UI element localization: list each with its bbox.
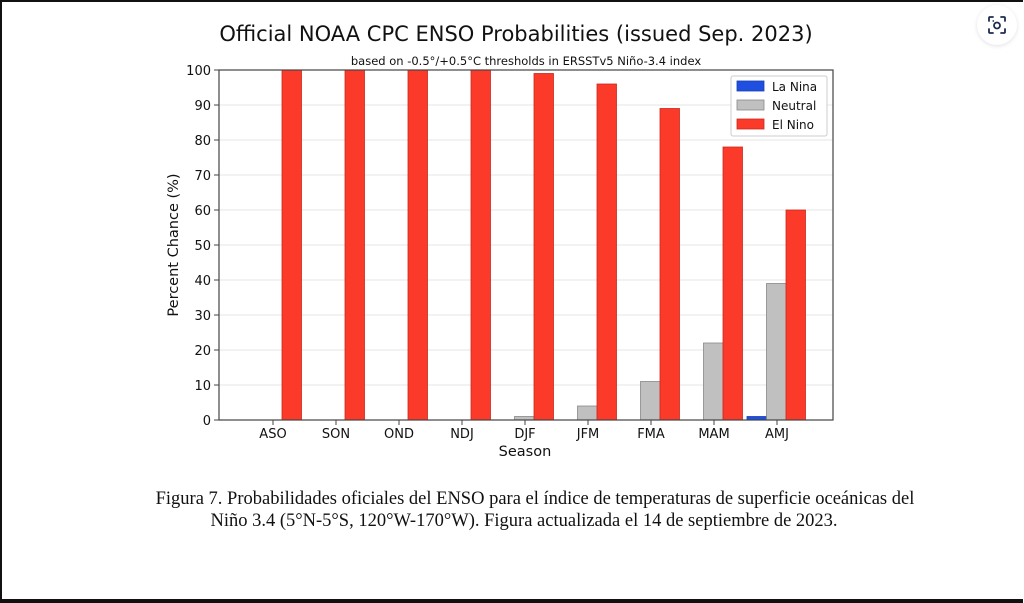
bar-el-nino-jfm	[596, 83, 617, 421]
bar-el-nino-aso	[281, 69, 302, 421]
legend: La Nina Neutral El Nino	[730, 75, 828, 137]
x-tick-label: NDJ	[450, 427, 474, 442]
bar-el-nino-fma	[659, 108, 680, 421]
y-tick-label: 50	[194, 239, 211, 254]
x-tick-label: SON	[322, 427, 350, 442]
bar-neutral-fma	[640, 381, 661, 421]
y-tick-label: 60	[194, 204, 211, 219]
y-tick-label: 40	[194, 274, 211, 289]
x-tick-label: MAM	[698, 427, 729, 442]
y-tick-label: 30	[194, 309, 211, 324]
figure-caption: Figura 7. Probabilidades oficiales del E…	[60, 488, 980, 532]
bar-el-nino-mam	[722, 146, 743, 421]
bar-el-nino-djf	[533, 73, 554, 421]
legend-swatch-neutral	[736, 99, 765, 111]
bar-el-nino-ond	[407, 69, 428, 421]
bar-el-nino-ndj	[470, 69, 491, 421]
visual-search-button[interactable]	[977, 5, 1017, 45]
bar-neutral-jfm	[577, 405, 598, 421]
y-tick-label: 80	[194, 134, 211, 149]
bar-el-nino-amj	[785, 209, 806, 421]
legend-label: El Nino	[772, 118, 814, 132]
caption-line-2: Niño 3.4 (5°N-5°S, 120°W-170°W). Figura …	[210, 511, 838, 531]
x-tick-label: AMJ	[765, 427, 789, 442]
y-axis-label: Percent Chance (%)	[166, 173, 182, 316]
x-axis: ASO SON OND NDJ DJF JFM FMA MAM AMJ	[259, 420, 789, 442]
chart-subtitle: based on -0.5°/+0.5°C thresholds in ERSS…	[351, 54, 701, 68]
y-axis: 0 10 20 30 40 50 60 70 80 90 100	[186, 64, 219, 429]
x-tick-label: ASO	[259, 427, 286, 442]
legend-swatch-el-nino	[736, 118, 765, 130]
bar-neutral-amj	[766, 283, 787, 421]
x-tick-label: FMA	[637, 427, 665, 442]
enso-chart: Official NOAA CPC ENSO Probabilities (is…	[166, 22, 834, 460]
y-tick-label: 90	[194, 99, 211, 114]
legend-swatch-la-nina	[736, 80, 765, 92]
bar-neutral-mam	[703, 342, 724, 421]
y-tick-label: 20	[194, 344, 211, 359]
bars	[281, 69, 806, 421]
y-tick-label: 10	[194, 379, 211, 394]
caption-line-1: Figura 7. Probabilidades oficiales del E…	[155, 489, 915, 509]
x-axis-label: Season	[499, 444, 552, 460]
x-tick-label: JFM	[576, 427, 600, 442]
chart-title: Official NOAA CPC ENSO Probabilities (is…	[219, 22, 812, 46]
y-tick-label: 70	[194, 169, 211, 184]
legend-label: La Nina	[772, 80, 817, 94]
x-tick-label: OND	[384, 427, 414, 442]
legend-label: Neutral	[772, 99, 816, 113]
screenshot-search-icon	[988, 16, 1006, 34]
bar-el-nino-son	[344, 69, 365, 421]
y-tick-label: 100	[186, 64, 211, 79]
y-tick-label: 0	[203, 414, 211, 429]
x-tick-label: DJF	[514, 427, 535, 442]
